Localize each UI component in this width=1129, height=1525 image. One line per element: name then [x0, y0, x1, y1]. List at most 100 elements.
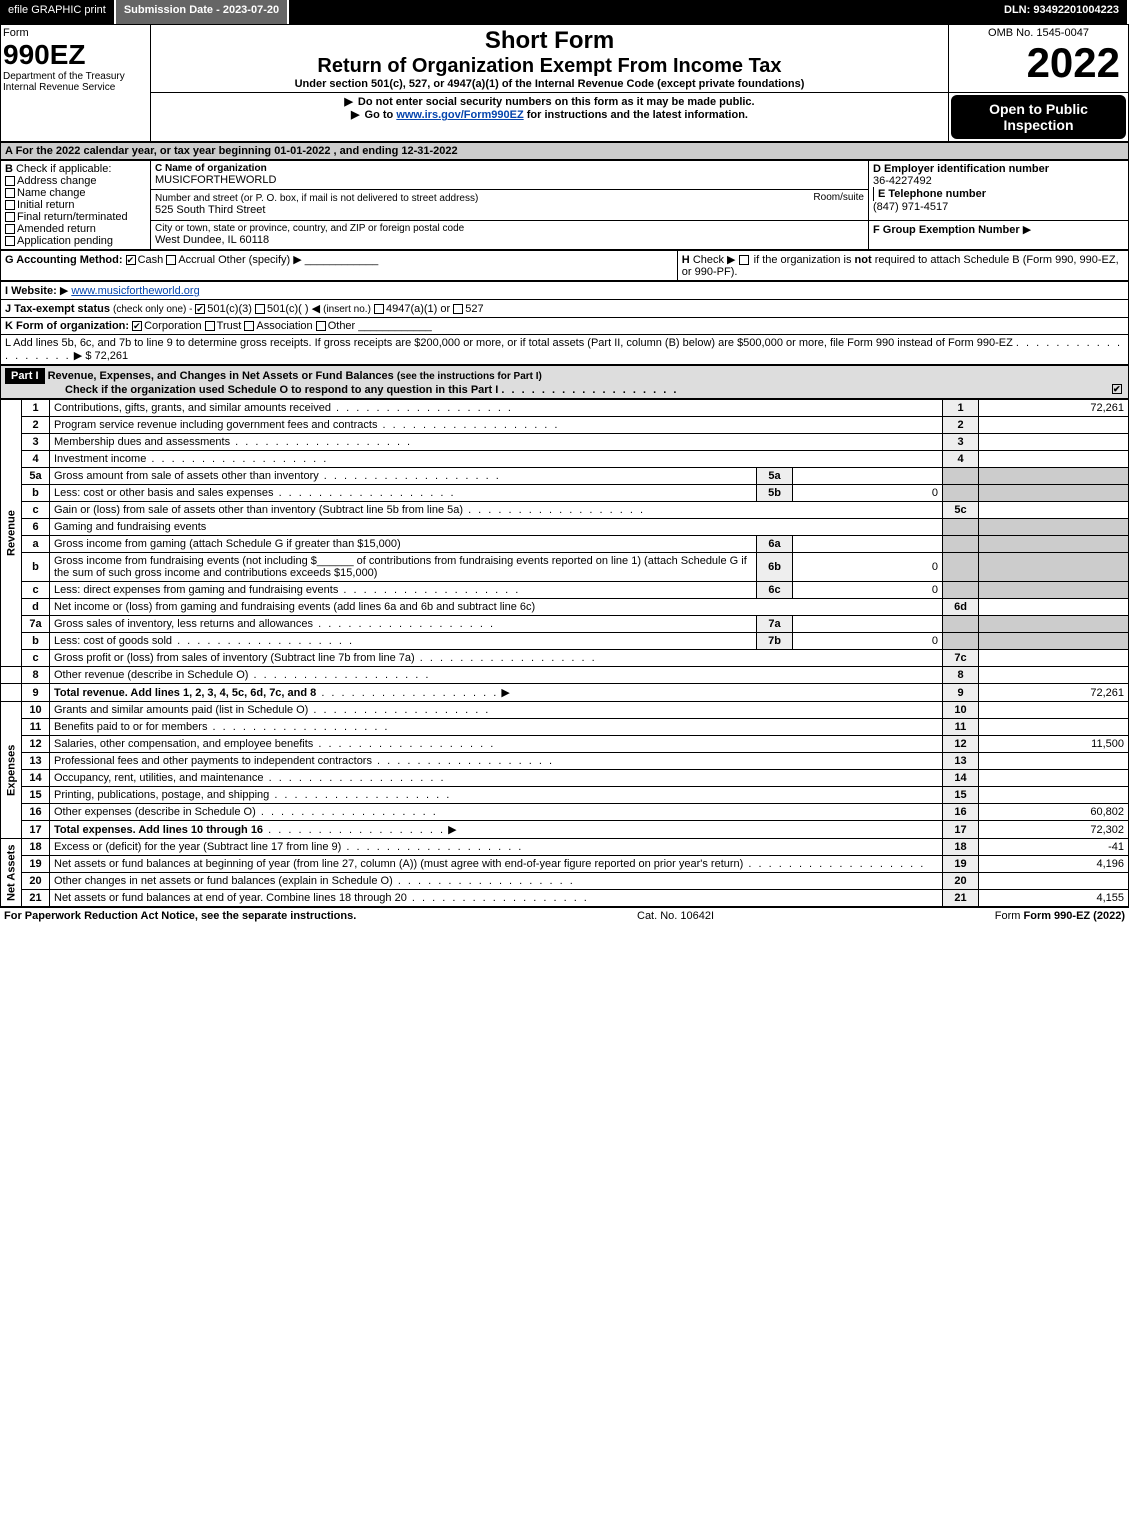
line-amt: 4,155: [979, 890, 1129, 907]
irs-link[interactable]: www.irs.gov/Form990EZ: [396, 109, 523, 121]
line-num: 19: [22, 856, 50, 873]
checkbox-assoc[interactable]: [244, 321, 254, 331]
dots: [501, 384, 678, 396]
line-text: Gross income from gaming (attach Schedul…: [54, 538, 401, 550]
checkbox-pending[interactable]: [5, 236, 15, 246]
grey-box: [943, 582, 979, 599]
gh-block: G Accounting Method: Cash Accrual Other …: [0, 250, 1129, 281]
line-text: Total revenue. Add lines 1, 2, 3, 4, 5c,…: [54, 687, 316, 699]
j-4947: 4947(a)(1) or: [386, 303, 450, 315]
j-527: 527: [465, 303, 483, 315]
checkbox-trust[interactable]: [205, 321, 215, 331]
dots: [256, 806, 438, 818]
line-amt: [979, 650, 1129, 667]
sub-box: 5a: [757, 468, 793, 485]
checkbox-corp[interactable]: [132, 321, 142, 331]
vlabel-revenue: Revenue: [1, 400, 22, 667]
form-word: Form: [3, 27, 148, 39]
line-text: Professional fees and other payments to …: [54, 755, 372, 767]
sub-amt: [793, 468, 943, 485]
dots: [377, 419, 559, 431]
line-num: 10: [22, 702, 50, 719]
line-num: 7a: [22, 616, 50, 633]
checkbox-address[interactable]: [5, 176, 15, 186]
line-num: c: [22, 582, 50, 599]
line-text: Printing, publications, postage, and shi…: [54, 789, 269, 801]
dots: [319, 470, 501, 482]
checkbox-sched-o[interactable]: [1112, 384, 1122, 394]
line-amt: -41: [979, 839, 1129, 856]
line-num: 18: [22, 839, 50, 856]
k-assoc: Association: [256, 320, 312, 332]
line-amt: 72,261: [979, 684, 1129, 702]
j-insert: (insert no.): [323, 304, 371, 315]
line-box: 17: [943, 821, 979, 839]
checkbox-accrual[interactable]: [166, 255, 176, 265]
dots: [313, 738, 495, 750]
section-b-label: B: [5, 163, 13, 175]
line-num: 13: [22, 753, 50, 770]
dots: [269, 789, 451, 801]
line-amt: [979, 770, 1129, 787]
ssn-warning: Do not enter social security numbers on …: [358, 96, 755, 108]
website-link[interactable]: www.musicfortheworld.org: [71, 285, 199, 297]
checkbox-4947[interactable]: [374, 304, 384, 314]
cat-no: Cat. No. 10642I: [637, 910, 714, 922]
form-ref-val: Form 990-EZ (2022): [1024, 910, 1125, 922]
dots: [146, 453, 328, 465]
accrual-lbl: Accrual: [178, 254, 215, 266]
line-text: Gross income from fundraising events (no…: [54, 555, 317, 567]
checkbox-name[interactable]: [5, 188, 15, 198]
line-text: Net assets or fund balances at beginning…: [54, 858, 743, 870]
line-text: Program service revenue including govern…: [54, 419, 377, 431]
return-title: Return of Organization Exempt From Incom…: [153, 55, 946, 78]
section-e-label: E Telephone number: [873, 187, 1124, 201]
dots: [274, 487, 456, 499]
checkbox-final[interactable]: [5, 212, 15, 222]
line-text: Salaries, other compensation, and employ…: [54, 738, 313, 750]
checkbox-527[interactable]: [453, 304, 463, 314]
line-text: Membership dues and assessments: [54, 436, 230, 448]
tax-year: 2022: [951, 39, 1126, 87]
sub-amt: [793, 616, 943, 633]
checkbox-initial[interactable]: [5, 200, 15, 210]
section-c-label: C Name of organization: [155, 163, 864, 174]
line-text: Total expenses. Add lines 10 through 16: [54, 824, 263, 836]
dots: [341, 841, 523, 853]
k-other: Other: [328, 320, 356, 332]
grey-amt: [979, 536, 1129, 553]
checkbox-cash[interactable]: [126, 255, 136, 265]
line-text: Net assets or fund balances at end of ye…: [54, 892, 407, 904]
line-num: 2: [22, 417, 50, 434]
line-num: a: [22, 536, 50, 553]
line-box: 16: [943, 804, 979, 821]
part-i-header: Part I Revenue, Expenses, and Changes in…: [0, 365, 1129, 399]
line-text: Net income or (loss) from gaming and fun…: [54, 601, 535, 613]
line-box: 15: [943, 787, 979, 804]
dots: [393, 875, 575, 887]
checkbox-501c3[interactable]: [195, 304, 205, 314]
line-amt: [979, 599, 1129, 616]
line-num: b: [22, 485, 50, 502]
checkbox-sched-b[interactable]: [739, 255, 749, 265]
phone: (847) 971-4517: [873, 201, 1124, 213]
line-num: c: [22, 502, 50, 519]
checkbox-amended[interactable]: [5, 224, 15, 234]
line-box: 3: [943, 434, 979, 451]
section-g-label: G Accounting Method:: [5, 254, 123, 266]
efile-print[interactable]: efile GRAPHIC print: [0, 0, 116, 24]
checkbox-other[interactable]: [316, 321, 326, 331]
street: 525 South Third Street: [155, 204, 265, 216]
checkbox-501c[interactable]: [255, 304, 265, 314]
dots: [308, 704, 490, 716]
city: West Dundee, IL 60118: [155, 234, 864, 246]
chk-lbl: Address change: [17, 175, 97, 187]
line-amt: [979, 434, 1129, 451]
line-box: 13: [943, 753, 979, 770]
part-i-note: (see the instructions for Part I): [397, 371, 542, 382]
sub-box: 7a: [757, 616, 793, 633]
line-amt: 72,261: [979, 400, 1129, 417]
grey-amt: [979, 616, 1129, 633]
j-note: (check only one) -: [113, 304, 195, 315]
line-text: Investment income: [54, 453, 146, 465]
